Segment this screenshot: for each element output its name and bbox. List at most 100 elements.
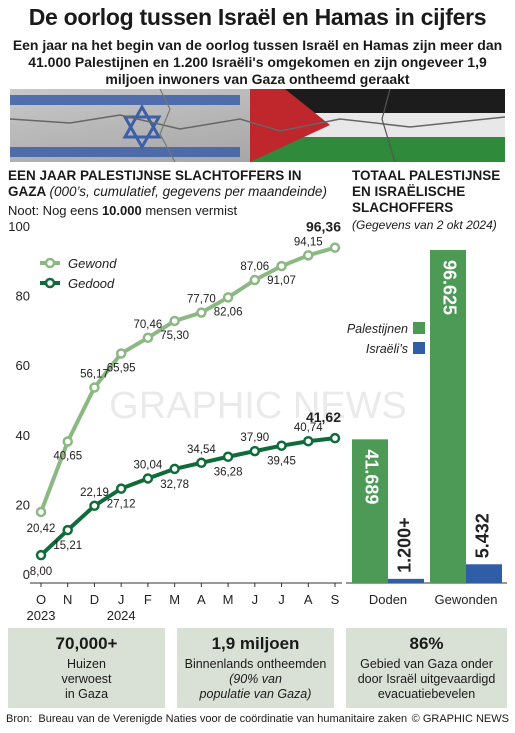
legend-label: Gewond — [68, 256, 117, 271]
data-label: 34,54 — [187, 444, 216, 456]
legend-label: Gedood — [68, 276, 115, 291]
stat-line: Gebied van Gaza onder — [360, 657, 493, 671]
data-label: 27,12 — [107, 499, 136, 511]
line-chart-title: EEN JAAR PALESTIJNSE SLACHTOFFERS IN GAZ… — [8, 168, 338, 200]
data-label: 94,15 — [294, 236, 323, 248]
stat-value: 86% — [409, 634, 444, 653]
bar-chart: Palestijnen Israëli’s 41.689 1.200+ Doden 96.… — [346, 250, 507, 607]
y-tick-label: 20 — [16, 497, 30, 512]
bar — [388, 578, 424, 583]
bar-value-label: 41.689 — [361, 449, 381, 504]
legend-marker — [44, 277, 56, 289]
data-point — [142, 473, 154, 484]
stat-description: Huizen verwoest in Gaza — [8, 657, 165, 702]
data-label: 40,65 — [53, 451, 82, 463]
data-label: 75,30 — [160, 330, 189, 342]
data-label: 32,78 — [160, 479, 189, 491]
bar-legend-swatch — [413, 342, 425, 354]
stat-line: populatie van Gaza) — [199, 687, 312, 701]
data-point — [35, 506, 47, 518]
stat-box-evacuation: 86% Gebied van Gaza onder door Israël ui… — [346, 628, 507, 708]
data-point — [249, 445, 261, 457]
stat-line: (90% van — [229, 672, 282, 686]
x-tick-label: A — [197, 592, 206, 607]
intro-text: Een jaar na het begin van de oorlog tuss… — [12, 37, 503, 87]
data-label: 39,45 — [267, 456, 296, 468]
missing-note: Noot: Nog eens 10.000 mensen vermist — [8, 203, 237, 218]
x-tick-label: M — [223, 592, 234, 607]
year-label: 2023 — [27, 608, 56, 623]
data-label: 87,06 — [240, 261, 269, 273]
data-label: 8,00 — [30, 566, 52, 578]
year-label: 2024 — [107, 608, 136, 623]
data-point — [276, 260, 287, 272]
bar — [352, 439, 388, 583]
stat-line: Huizen — [67, 657, 106, 671]
data-point — [115, 483, 127, 494]
y-tick-label: 100 — [8, 219, 30, 234]
bar-category-label: Gewonden — [435, 592, 498, 607]
data-point — [303, 250, 314, 261]
data-label: 40,74 — [294, 422, 323, 434]
note-suffix: mensen vermist — [141, 203, 238, 218]
stat-line: Binnenlands ontheemden — [184, 657, 327, 671]
x-tick-label: N — [63, 592, 72, 607]
data-label: 37,90 — [240, 432, 269, 444]
x-tick-label: A — [304, 592, 313, 607]
data-point — [169, 463, 180, 475]
y-tick-label: 40 — [16, 428, 30, 443]
bar-value-label: 5.432 — [473, 513, 493, 558]
y-tick-label: 0 — [23, 567, 30, 582]
data-point — [35, 549, 47, 561]
bar-legend-swatch — [413, 322, 425, 334]
y-tick-label: 60 — [16, 358, 30, 373]
data-label: 56,17 — [80, 369, 109, 381]
data-point — [196, 307, 207, 318]
x-tick-label: M — [169, 592, 180, 607]
data-point — [89, 382, 100, 393]
line-chart: 0 20 40 60 80 100 O N D J F M A M J J A S 2023 2024 Gewond Ge… — [8, 219, 342, 623]
data-point — [222, 451, 234, 462]
bar-legend-label: Palestijnen — [347, 322, 408, 336]
source-label: Bron: — [6, 713, 33, 725]
source-note: Bron: Bureau van de Verenigde Naties voo… — [6, 713, 407, 725]
legend-marker — [44, 257, 56, 269]
watermark-text: GRAPHIC NEWS — [109, 385, 407, 427]
stat-description: Binnenlands ontheemden (90% van populati… — [177, 657, 334, 702]
bar-value-label: 96.625 — [439, 260, 459, 315]
line-chart-subtitle: (000’s, cumulatief, gegevens per maandei… — [49, 184, 327, 199]
data-label: 20,42 — [27, 523, 56, 535]
data-label: 41,62 — [306, 409, 341, 425]
data-point — [169, 315, 180, 327]
x-tick-label: J — [118, 592, 125, 607]
x-tick-label: D — [90, 592, 99, 607]
data-point — [329, 242, 341, 253]
data-label: 77,70 — [187, 294, 216, 306]
data-point — [142, 332, 154, 344]
stat-box-displaced: 1,9 miljoen Binnenlands ontheemden (90% … — [177, 628, 334, 708]
data-label: 91,07 — [267, 275, 296, 287]
stat-box-homes: 70,000+ Huizen verwoest in Gaza — [8, 628, 165, 708]
note-number: 10.000 — [101, 203, 142, 218]
stat-line: in Gaza — [64, 687, 109, 701]
data-point — [115, 348, 127, 359]
flags-banner-image — [10, 89, 505, 162]
note-prefix: Noot: Nog eens — [8, 203, 102, 218]
stat-line: verwoest — [61, 672, 112, 686]
x-tick-label: J — [252, 592, 259, 607]
credit: © GRAPHIC NEWS — [411, 713, 509, 725]
x-tick-label: J — [278, 592, 285, 607]
data-point — [276, 440, 287, 451]
data-label: 82,06 — [214, 306, 243, 318]
data-point — [89, 500, 100, 512]
stat-value: 70,000+ — [55, 634, 118, 653]
stat-value: 1,9 miljoen — [211, 634, 300, 653]
x-tick-label: O — [36, 592, 46, 607]
data-label: 96,36 — [306, 219, 341, 235]
data-label: 36,28 — [214, 467, 243, 479]
y-tick-label: 80 — [16, 289, 30, 304]
bar-category-label: Doden — [369, 592, 407, 607]
data-label: 70,46 — [134, 319, 163, 331]
bar-value-label: 1.200+ — [395, 517, 415, 573]
